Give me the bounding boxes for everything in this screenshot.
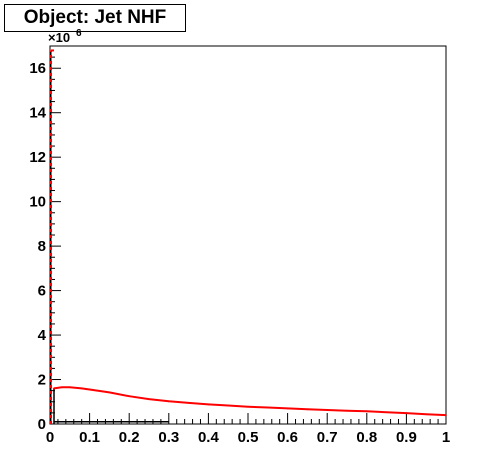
data-point [266, 406, 269, 409]
y-axis-multiplier: ×10 [48, 30, 70, 45]
data-point [167, 400, 170, 403]
y-tick-label: 14 [29, 105, 46, 122]
x-tick-label: 0.8 [356, 429, 377, 446]
chart-title: Object: Jet NHF [4, 4, 186, 32]
data-point [187, 401, 190, 404]
data-point [445, 414, 447, 417]
data-point [385, 411, 388, 414]
x-tick-label: 0.2 [119, 429, 140, 446]
data-point [207, 403, 210, 406]
y-tick-label: 8 [38, 238, 46, 255]
y-axis-exponent: 6 [76, 28, 82, 39]
data-layer [50, 49, 447, 424]
data-point [148, 398, 150, 400]
y-tick-label: 2 [38, 372, 46, 389]
x-tick-label: 0 [46, 429, 54, 446]
x-tick-label: 0.1 [79, 429, 100, 446]
data-point [286, 407, 289, 410]
data-point [60, 386, 63, 389]
data-point [108, 391, 111, 394]
plot-frame [49, 45, 447, 425]
data-point [128, 395, 131, 398]
y-tick-label: 4 [38, 327, 47, 344]
x-tick-label: 0.4 [198, 429, 220, 446]
x-tick-label: 0.6 [277, 429, 298, 446]
data-point [53, 387, 55, 390]
x-tick-label: 0.3 [158, 429, 179, 446]
data-point [306, 408, 309, 411]
y-tick-label: 10 [29, 194, 46, 211]
data-point [405, 412, 408, 415]
x-tick-label: 1 [442, 429, 450, 446]
data-point [68, 386, 71, 389]
data-point [425, 413, 428, 416]
x-tick-label: 0.9 [396, 429, 417, 446]
data-point [326, 409, 329, 411]
data-point [80, 387, 83, 390]
data-point [88, 388, 91, 391]
series-line [53, 386, 447, 417]
y-tick-label: 12 [29, 149, 46, 166]
y-tick-label: 0 [38, 416, 46, 433]
data-point [247, 405, 249, 408]
y-tick-label: 16 [29, 60, 46, 77]
x-tick-label: 0.7 [317, 429, 338, 446]
data-point [346, 409, 348, 412]
x-tick-label: 0.5 [238, 429, 259, 446]
data-point [365, 410, 368, 413]
data-point [227, 404, 230, 407]
axes-group: 0 0.1 0.2 0.3 0.4 0.5 0.6 0.7 0.8 0.9 102468101214… [29, 45, 450, 446]
y-tick-label: 6 [38, 283, 46, 300]
